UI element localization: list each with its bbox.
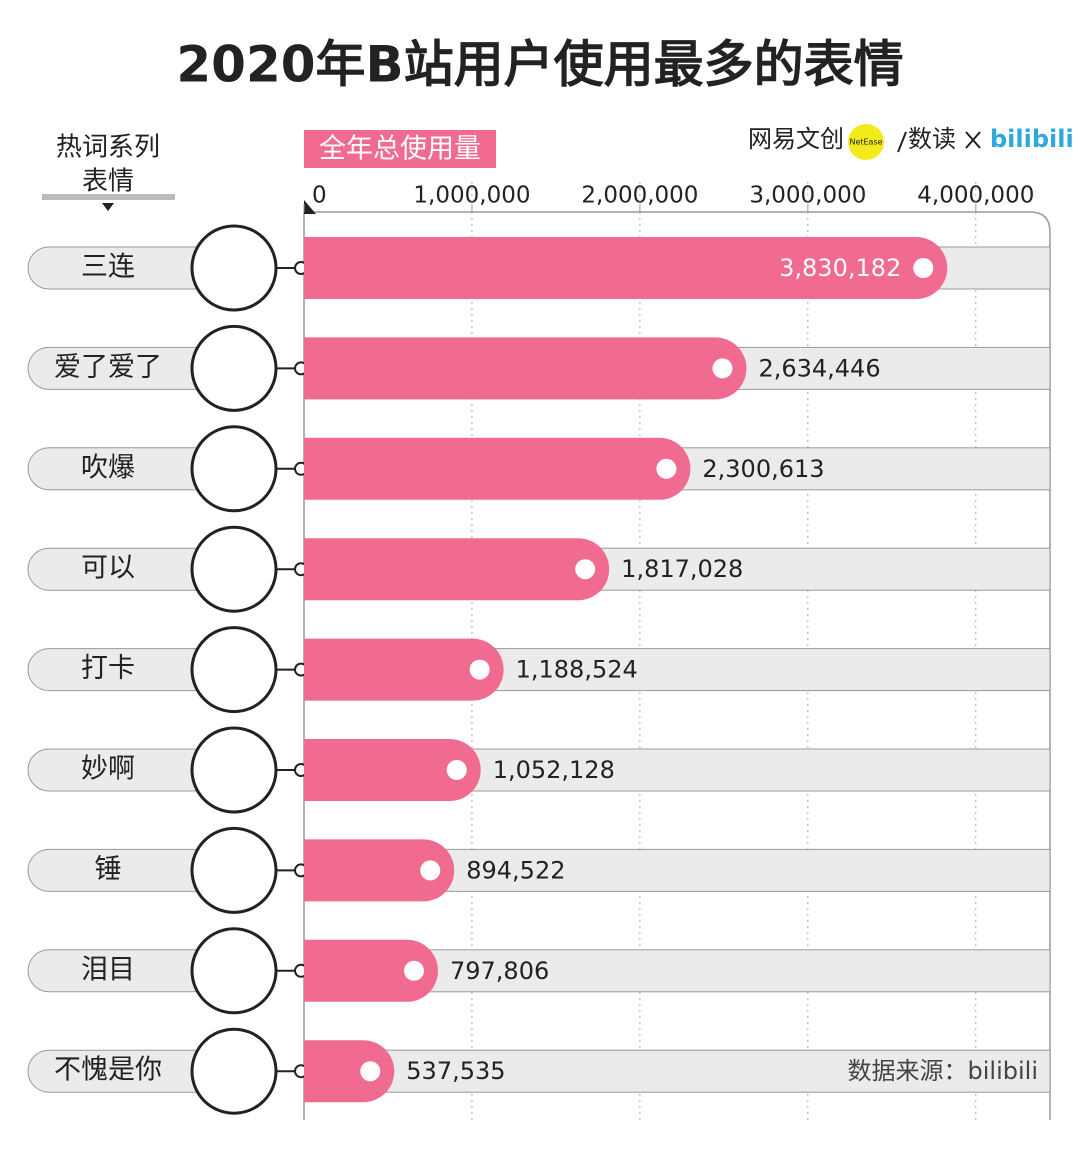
category-label: 泪目 — [81, 954, 135, 985]
x-tick-label: 0 — [312, 183, 327, 209]
bar — [304, 437, 691, 500]
bar — [304, 638, 504, 701]
category-label: 爱了爱了 — [54, 352, 162, 383]
bar-dot — [656, 458, 677, 479]
category-label: 妙啊 — [81, 754, 135, 785]
bar — [304, 839, 455, 902]
category-label: 锤 — [95, 854, 122, 885]
brand: NetEase — [849, 138, 882, 147]
category-header: 热词系列 — [56, 133, 160, 163]
track — [303, 1049, 1051, 1093]
category-header: 表情 — [82, 167, 134, 197]
bar-dot — [575, 559, 596, 580]
value-label: 1,052,128 — [493, 756, 615, 784]
bar-dot — [360, 1061, 381, 1082]
emoji-icon — [190, 726, 278, 814]
category-label: 三连 — [81, 252, 135, 283]
value-label: 1,188,524 — [516, 656, 638, 684]
axis-label: 全年总使用量 — [319, 134, 481, 165]
source: 数据来源：bilibili — [848, 1057, 1038, 1085]
category-pill — [27, 848, 219, 892]
emoji-icon — [190, 525, 278, 613]
category-label: 可以 — [81, 553, 135, 584]
bar-dot — [712, 358, 733, 379]
value-label: 2,634,446 — [758, 354, 880, 382]
header-underline — [42, 194, 175, 200]
emoji-icon — [190, 1027, 278, 1115]
bar — [304, 538, 610, 601]
bar — [304, 939, 438, 1002]
header-arrow — [102, 203, 114, 211]
bar-dot — [403, 960, 424, 981]
category-label: 吹爆 — [81, 452, 135, 483]
bar — [304, 337, 747, 400]
value-label: 1,817,028 — [621, 555, 743, 583]
emoji-icon — [190, 626, 278, 714]
emoji-icon — [190, 826, 278, 914]
value-label: 537,535 — [406, 1057, 505, 1085]
emoji-icon — [190, 425, 278, 513]
chart-title: 2020年B站用户使用最多的表情 — [176, 36, 903, 94]
category-label: 不愧是你 — [54, 1055, 162, 1086]
bar-dot — [420, 860, 441, 881]
bar — [304, 1040, 395, 1103]
emoji-icon — [190, 324, 278, 412]
bar — [304, 739, 481, 801]
separator — [965, 131, 981, 149]
emoji-icon — [190, 927, 278, 1015]
category-label: 打卡 — [81, 653, 135, 684]
bar — [304, 237, 948, 299]
brand-badge — [848, 124, 884, 160]
separator — [897, 131, 907, 153]
axis-label-box — [304, 130, 496, 168]
value-label: 2,300,613 — [702, 455, 824, 483]
brand: bilibili — [990, 125, 1074, 153]
bar-dot — [446, 760, 467, 780]
value-label: 3,830,182 — [779, 254, 901, 282]
axis-corner — [304, 200, 316, 214]
plot-frame — [303, 211, 1051, 1120]
brand: 数读 — [908, 125, 956, 153]
value-label: 894,522 — [466, 856, 565, 884]
brand: 网易文创 — [748, 125, 844, 153]
value-label: 797,806 — [450, 957, 549, 985]
emoji-icon — [190, 224, 278, 312]
bar-dot — [913, 258, 934, 278]
bar-dot — [469, 659, 490, 680]
